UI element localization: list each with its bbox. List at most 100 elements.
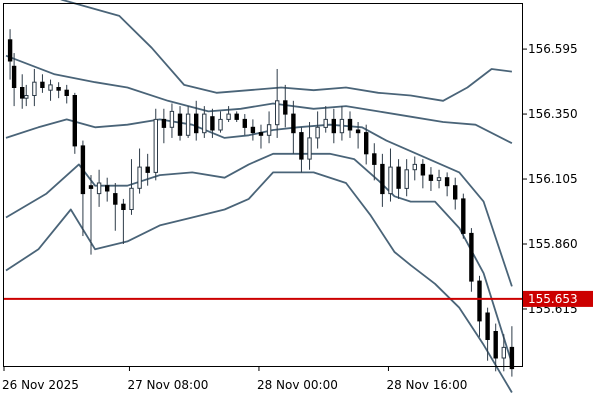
candle-body <box>24 95 29 99</box>
candle-body <box>347 118 353 131</box>
candle <box>355 122 361 149</box>
candle-body <box>80 145 86 195</box>
candle <box>202 106 207 138</box>
candle-body <box>250 126 256 134</box>
candle-body <box>485 312 490 340</box>
candle-body <box>185 113 191 136</box>
candle <box>331 108 337 144</box>
candle <box>234 111 239 123</box>
candle-body <box>121 203 126 210</box>
candle-body <box>113 193 118 205</box>
candle-body <box>129 187 134 211</box>
candle <box>501 334 507 372</box>
candle-body <box>145 166 150 173</box>
candle-body <box>40 81 45 88</box>
candle-body <box>364 132 369 155</box>
candle <box>469 228 474 292</box>
candle-body <box>315 126 320 139</box>
candle <box>185 106 191 138</box>
candle-body <box>266 124 272 136</box>
candle-body <box>428 174 434 181</box>
candle <box>283 84 288 128</box>
candle <box>388 148 393 202</box>
candle <box>226 106 231 123</box>
candle-body <box>161 118 167 128</box>
candle <box>121 198 126 245</box>
candle-body <box>234 113 239 120</box>
candle-body <box>137 166 142 189</box>
candle <box>20 74 25 109</box>
candle <box>210 108 215 138</box>
candle <box>250 119 256 141</box>
x-tick-label: 26 Nov 2025 <box>2 378 79 392</box>
candle <box>380 153 385 207</box>
candle <box>258 124 264 149</box>
candle-body <box>404 169 409 189</box>
candle <box>299 127 304 173</box>
candle-body <box>291 113 296 134</box>
candle <box>194 100 199 141</box>
candlesticks <box>7 29 515 377</box>
candle-body <box>372 153 377 165</box>
candle-body <box>56 87 61 91</box>
candle-body <box>177 113 183 136</box>
candle-body <box>380 163 385 195</box>
candle <box>266 111 272 144</box>
candle-body <box>105 185 110 192</box>
current-price-label: 155.653 <box>528 292 578 306</box>
candle <box>291 100 296 154</box>
candle-body <box>72 95 77 147</box>
x-tick-label: 28 Nov 16:00 <box>386 378 467 392</box>
candle-body <box>218 118 223 131</box>
candle <box>396 159 401 199</box>
candle <box>420 159 426 189</box>
candle-body <box>412 163 418 171</box>
candle <box>347 111 353 138</box>
x-tick-label: 28 Nov 00:00 <box>257 378 338 392</box>
candle-body <box>11 65 17 89</box>
candle-body <box>210 116 215 131</box>
current-price-tag-box <box>523 290 593 307</box>
candle <box>96 169 102 207</box>
candle <box>113 183 118 231</box>
candle-body <box>48 84 53 91</box>
candle <box>436 169 442 189</box>
candle <box>40 74 45 93</box>
candle <box>145 153 150 186</box>
candle-body <box>388 166 393 195</box>
candle <box>129 159 134 215</box>
candle <box>339 106 345 141</box>
candle <box>428 167 434 191</box>
candle-body <box>307 137 312 160</box>
candle-body <box>469 232 474 282</box>
plot-frame <box>3 3 523 367</box>
candle <box>364 124 369 165</box>
candle <box>177 106 183 141</box>
candle-body <box>461 198 466 234</box>
candle-body <box>258 132 264 136</box>
candle-body <box>339 118 345 134</box>
candle-body <box>436 177 442 181</box>
x-tick-label: 27 Nov 08:00 <box>127 378 208 392</box>
candle <box>88 175 94 255</box>
candle-body <box>7 39 13 62</box>
candle <box>137 148 142 194</box>
candle-body <box>396 166 401 189</box>
band-outer-upper-line <box>60 0 513 102</box>
candle <box>242 114 248 136</box>
x-axis: 26 Nov 2025 27 Nov 08:00 28 Nov 00:00 28 No… <box>2 366 467 392</box>
candle <box>7 29 13 80</box>
candle-body <box>355 129 361 134</box>
candle-body <box>242 118 248 128</box>
candle-body <box>477 280 482 322</box>
band-inner-upper-line <box>5 54 513 145</box>
candle-body <box>96 182 102 195</box>
candle <box>477 275 482 337</box>
y-tick-label: 156.350 <box>528 107 578 121</box>
candle-body <box>331 118 337 134</box>
candle <box>105 177 110 202</box>
candle <box>11 53 17 107</box>
candle <box>412 156 418 181</box>
